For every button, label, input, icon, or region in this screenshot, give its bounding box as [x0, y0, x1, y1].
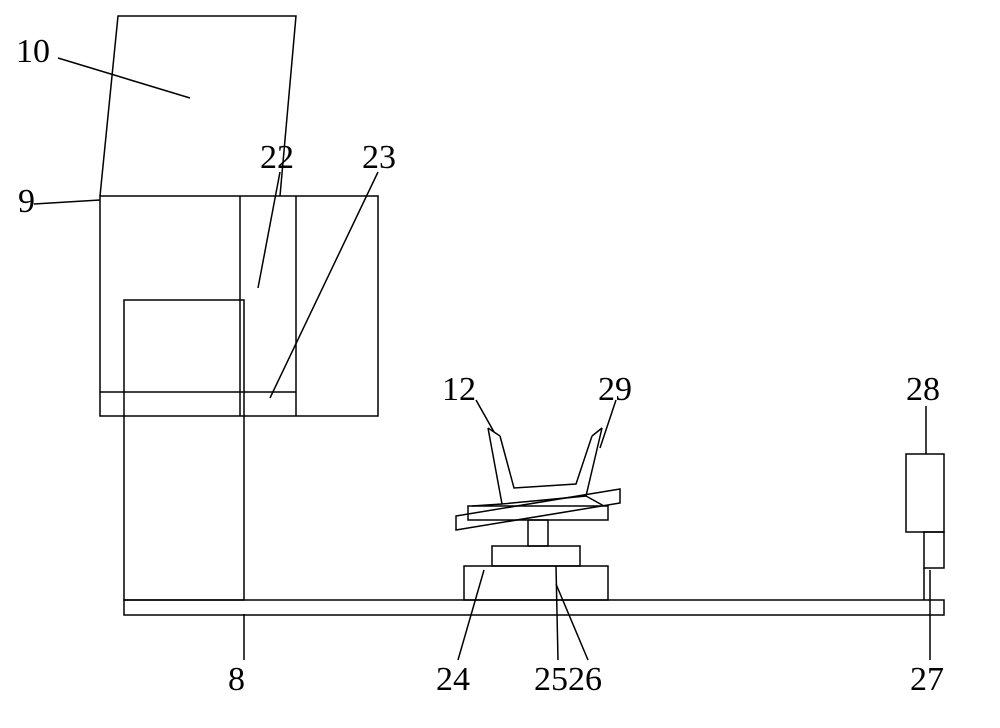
label-n8: 8	[228, 661, 245, 698]
cradle-outer	[488, 428, 602, 504]
label-n12: 12	[442, 371, 476, 408]
disc-25-26	[492, 546, 580, 566]
label-n27: 27	[910, 661, 944, 698]
label-n22: 22	[260, 139, 294, 176]
nub-27	[924, 532, 944, 568]
leader-l10	[58, 58, 190, 98]
column-8	[124, 300, 244, 600]
label-n23: 23	[362, 139, 396, 176]
leader-l26	[556, 584, 588, 660]
label-n24: 24	[436, 661, 470, 698]
block-28	[906, 454, 944, 532]
leader-lines-group	[34, 58, 930, 660]
tilt-plate-12	[456, 489, 620, 530]
cradle-base-join-r	[586, 496, 604, 506]
label-n29: 29	[598, 371, 632, 408]
box-9	[100, 196, 378, 416]
leader-l23	[270, 172, 378, 398]
stem	[528, 520, 548, 546]
label-n2526: 2526	[534, 661, 602, 698]
cradle-inner	[500, 436, 592, 488]
label-n28: 28	[906, 371, 940, 408]
label-n9: 9	[18, 183, 35, 220]
diagram-canvas: 10 22 23 9 12 29 28 8 24 2526 27	[0, 0, 1000, 728]
base-plate	[124, 600, 944, 615]
labels-group: 10 22 23 9 12 29 28 8 24 2526 27	[16, 33, 944, 698]
geometry-group	[100, 16, 944, 615]
leader-l22	[258, 172, 280, 288]
leader-l12	[476, 400, 494, 432]
label-n10: 10	[16, 33, 50, 70]
leader-l9	[34, 200, 100, 204]
plate-24	[464, 566, 608, 600]
leader-l25	[556, 566, 558, 660]
